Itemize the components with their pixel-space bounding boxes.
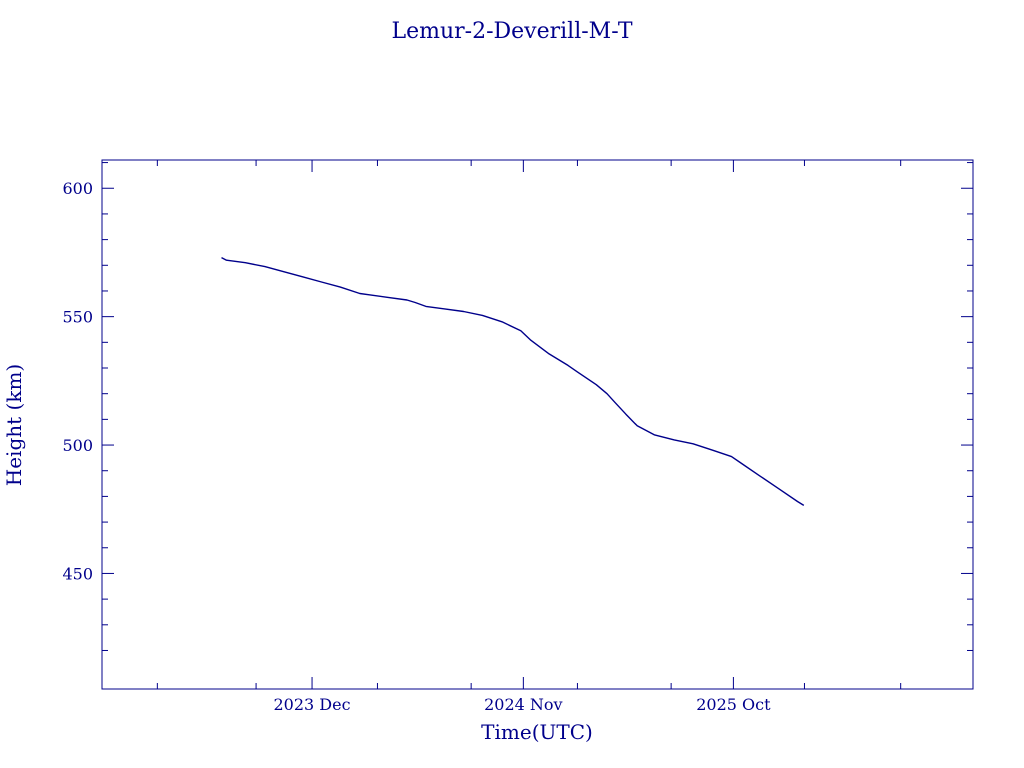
y-tick-label: 450 [62, 564, 93, 583]
axis-ticks [102, 160, 973, 689]
y-tick-label: 600 [62, 179, 93, 198]
x-tick-label: 2024 Nov [484, 695, 562, 714]
y-tick-label: 500 [62, 436, 93, 455]
plot-frame [101, 159, 974, 690]
height-series-line [221, 256, 805, 506]
x-tick-label: 2025 Oct [696, 695, 771, 714]
x-tick-label: 2023 Dec [274, 695, 351, 714]
tick-labels: 2023 Dec 2024 Nov 2025 Oct 450 500 550 600 [62, 179, 771, 714]
chart-title: Lemur-2-Deverill-M-T [391, 19, 632, 44]
x-axis-label: Time(UTC) [481, 720, 593, 744]
y-tick-label: 550 [62, 308, 93, 327]
y-axis-label: Height (km) [2, 364, 26, 486]
